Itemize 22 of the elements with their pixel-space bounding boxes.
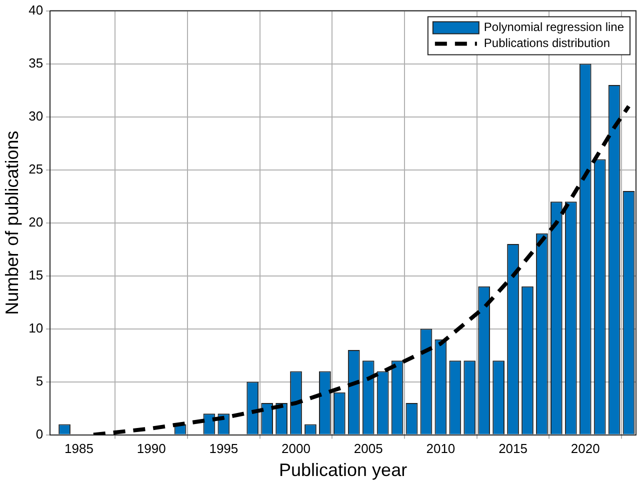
x-tick-label: 1990	[136, 441, 166, 456]
x-tick-label: 2005	[354, 441, 383, 456]
x-tick-label: 2010	[426, 441, 456, 456]
x-tick-label: 1995	[209, 441, 238, 456]
x-tick-label: 2000	[282, 441, 310, 456]
legend-label: Publications distribution	[484, 36, 610, 50]
x-tick-label: 2020	[570, 441, 600, 456]
x-axis-title: Publication year	[278, 460, 408, 480]
y-tick-label: 25	[28, 161, 44, 176]
y-tick-label: 15	[28, 267, 44, 282]
y-tick-label: 5	[36, 373, 44, 388]
legend-label: Polynomial regression line	[484, 20, 624, 34]
y-tick-label: 40	[28, 2, 44, 18]
y-tick-label: 30	[28, 108, 44, 124]
y-tick-label: 20	[28, 214, 44, 230]
y-tick-label: 35	[28, 55, 44, 70]
x-tick-label: 2015	[498, 441, 528, 456]
y-tick-label: 0	[36, 426, 44, 442]
y-axis-title: Number of publications	[2, 130, 22, 315]
x-tick-label: 1985	[64, 441, 94, 456]
y-tick-label: 10	[28, 320, 44, 336]
line-series	[91, 104, 631, 435]
